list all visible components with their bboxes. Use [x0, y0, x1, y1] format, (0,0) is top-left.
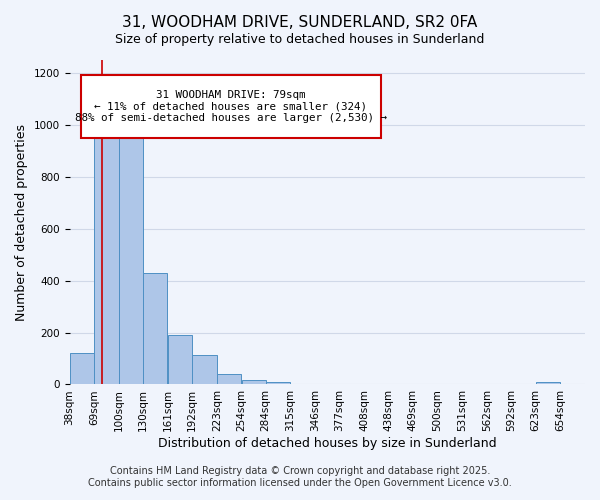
Bar [242, 380, 266, 384]
Bar [266, 382, 290, 384]
Text: 31 WOODHAM DRIVE: 79sqm
← 11% of detached houses are smaller (324)
88% of semi-d: 31 WOODHAM DRIVE: 79sqm ← 11% of detache… [75, 90, 387, 123]
Text: Contains HM Land Registry data © Crown copyright and database right 2025.
Contai: Contains HM Land Registry data © Crown c… [88, 466, 512, 487]
Bar [143, 273, 167, 384]
Y-axis label: Number of detached properties: Number of detached properties [15, 124, 28, 320]
Text: Size of property relative to detached houses in Sunderland: Size of property relative to detached ho… [115, 32, 485, 46]
Bar [168, 335, 192, 384]
Bar [70, 354, 94, 384]
Bar [193, 354, 217, 384]
Bar [94, 134, 119, 384]
Bar [217, 374, 241, 384]
X-axis label: Distribution of detached houses by size in Sunderland: Distribution of detached houses by size … [158, 437, 497, 450]
Bar [536, 382, 560, 384]
Bar [119, 136, 143, 384]
Text: 31, WOODHAM DRIVE, SUNDERLAND, SR2 0FA: 31, WOODHAM DRIVE, SUNDERLAND, SR2 0FA [122, 15, 478, 30]
